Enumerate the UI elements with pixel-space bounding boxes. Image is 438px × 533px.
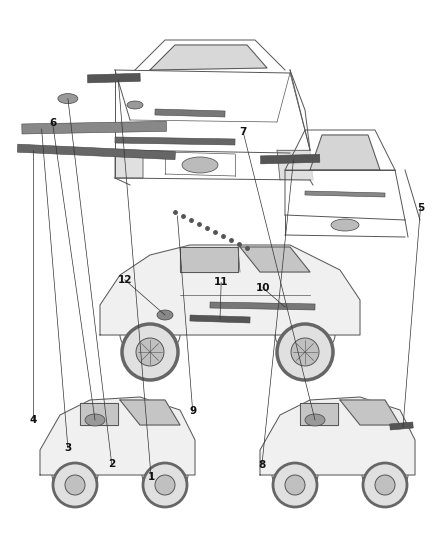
Text: 12: 12 [117,275,132,285]
Circle shape [53,463,97,507]
Ellipse shape [331,219,359,231]
Text: 4: 4 [29,415,36,425]
Polygon shape [115,137,235,145]
Ellipse shape [85,414,105,426]
Polygon shape [40,397,195,475]
Circle shape [143,463,187,507]
Polygon shape [80,403,118,425]
Ellipse shape [127,101,143,109]
Text: 9: 9 [189,407,196,416]
Ellipse shape [157,310,173,320]
Polygon shape [115,150,143,178]
Text: 10: 10 [255,283,270,293]
Polygon shape [300,403,338,425]
Polygon shape [261,154,320,164]
Text: 8: 8 [258,460,265,470]
Polygon shape [88,73,140,83]
Text: 7: 7 [240,127,247,136]
Polygon shape [22,122,166,134]
Polygon shape [100,245,360,335]
Polygon shape [277,150,313,180]
Polygon shape [155,109,225,117]
Polygon shape [190,315,250,323]
Circle shape [285,475,305,495]
Text: 6: 6 [49,118,56,127]
Text: 11: 11 [214,278,229,287]
Circle shape [273,463,317,507]
Circle shape [122,324,178,380]
Text: 3: 3 [64,443,71,453]
Ellipse shape [305,414,325,426]
Text: 5: 5 [417,203,424,213]
Circle shape [65,475,85,495]
Circle shape [136,338,164,366]
Text: 1: 1 [148,472,155,482]
Ellipse shape [182,157,218,173]
Polygon shape [310,135,380,170]
Ellipse shape [58,94,78,103]
Circle shape [291,338,319,366]
Polygon shape [18,144,175,159]
Polygon shape [340,400,400,425]
Polygon shape [240,247,310,272]
Circle shape [155,475,175,495]
Polygon shape [180,247,238,272]
Circle shape [277,324,333,380]
Polygon shape [150,45,267,70]
Circle shape [375,475,395,495]
Polygon shape [210,302,315,310]
Polygon shape [260,397,415,475]
Polygon shape [120,400,180,425]
Polygon shape [390,422,413,430]
Polygon shape [305,191,385,197]
Circle shape [363,463,407,507]
Text: 2: 2 [108,459,115,469]
